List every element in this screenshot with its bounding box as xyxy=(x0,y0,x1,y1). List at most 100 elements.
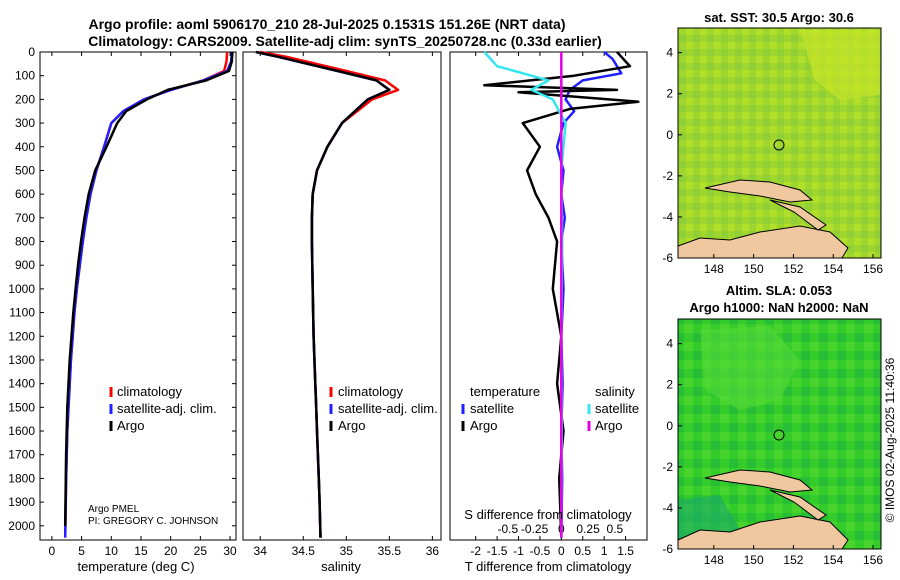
s-tick-label: 0.25 xyxy=(576,522,600,536)
x-tick-label: 1.5 xyxy=(617,544,634,558)
map-x-tick-label: 150 xyxy=(744,262,764,276)
depth-tick-label: 100 xyxy=(15,69,35,83)
temperature-axes-box xyxy=(39,51,237,541)
legend-sal-satellite-label: satellite xyxy=(595,401,639,416)
difference-top-label: S difference from climatology xyxy=(464,507,632,522)
map-y-tick-label: -4 xyxy=(662,210,673,224)
x-tick-label: 35.5 xyxy=(378,544,402,558)
sla-map-frame xyxy=(677,318,882,550)
figure-title-line1: Argo profile: aoml 5906170_210 28-Jul-20… xyxy=(88,16,565,32)
depth-tick-label: 1600 xyxy=(8,424,35,438)
salinity-x-axis: 34 34.5 35 35.5 36 xyxy=(254,52,440,558)
legend-temp-satellite-label: satellite xyxy=(470,401,514,416)
sla-map-axes: 148 150 152 154 156 4 2 0 -2 -4 -6 xyxy=(662,337,883,567)
depth-tick-label: 700 xyxy=(15,211,35,225)
map-y-tick-label: 4 xyxy=(666,337,673,351)
sla-map-title-line2: Argo h1000: NaN h2000: NaN xyxy=(689,300,868,315)
map-y-tick-label: -6 xyxy=(662,251,673,265)
temperature-x-axis: 0 5 10 15 20 25 30 xyxy=(49,52,237,558)
legend-argo-label: Argo xyxy=(117,418,144,433)
x-tick-label: 36 xyxy=(426,544,440,558)
map-x-tick-label: 152 xyxy=(783,262,803,276)
depth-tick-label: 2000 xyxy=(8,519,35,533)
sla-high-patch xyxy=(700,326,800,410)
map-x-tick-label: 150 xyxy=(744,553,764,567)
map-y-tick-label: 2 xyxy=(666,87,673,101)
figure-title-line2: Climatology: CARS2009. Satellite-adj cli… xyxy=(88,33,602,49)
s-tick-label: -0.25 xyxy=(521,522,549,536)
salinity-axes-box xyxy=(242,51,442,541)
sst-argo-marker xyxy=(773,139,785,151)
map-y-tick-label: 0 xyxy=(666,128,673,142)
x-tick-label: 34 xyxy=(254,544,268,558)
x-tick-label: 30 xyxy=(223,544,237,558)
sst-coast-new-britain xyxy=(704,179,814,203)
map-y-tick-label: 2 xyxy=(666,378,673,392)
sst-map-panel: sat. SST: 30.5 Argo: 30.6 148 150 152 154 15… xyxy=(662,10,883,276)
x-tick-label: 0.5 xyxy=(574,544,591,558)
x-tick-label: 34.5 xyxy=(292,544,316,558)
sla-argo-marker xyxy=(773,429,785,441)
sst-map-axes: 148 150 152 154 156 4 2 0 -2 -4 -6 xyxy=(662,46,883,276)
x-tick-label: 0 xyxy=(49,544,56,558)
difference-axes-box xyxy=(449,51,648,541)
x-tick-label: 5 xyxy=(78,544,85,558)
map-x-tick-label: 156 xyxy=(863,262,883,276)
x-tick-label: -1.5 xyxy=(487,544,508,558)
temperature-panel: 0100200300400500600700800900100011001200… xyxy=(8,45,647,574)
series-line-temperature-argo xyxy=(483,51,640,538)
x-tick-label: 1 xyxy=(601,544,608,558)
sst-map-frame xyxy=(677,27,882,259)
depth-tick-label: 0 xyxy=(28,45,35,59)
credit-line1: Argo PMEL xyxy=(88,504,140,515)
sst-warm-patch xyxy=(800,30,880,100)
x-tick-label: 35 xyxy=(340,544,354,558)
x-tick-label: 20 xyxy=(164,544,178,558)
s-tick-label: -0.5 xyxy=(497,522,518,536)
depth-tick-label: 800 xyxy=(15,235,35,249)
temperature-x-label: temperature (deg C) xyxy=(77,559,194,574)
depth-tick-label: 1000 xyxy=(8,282,35,296)
series-line-argo xyxy=(63,51,234,526)
map-y-tick-label: -6 xyxy=(662,542,673,556)
depth-tick-label: 1800 xyxy=(8,471,35,485)
temperature-series xyxy=(63,51,234,538)
legend-satellite-label: satellite-adj. clim. xyxy=(117,401,217,416)
depth-tick-label: 900 xyxy=(15,258,35,272)
imos-watermark: © IMOS 02-Aug-2025 11:40:36 xyxy=(883,357,897,522)
s-tick-label: 0.5 xyxy=(607,522,624,536)
x-tick-label: 25 xyxy=(194,544,208,558)
x-tick-label: 10 xyxy=(105,544,119,558)
x-tick-label: -1 xyxy=(513,544,524,558)
map-x-tick-label: 154 xyxy=(823,553,843,567)
sla-coast-new-ireland xyxy=(769,489,827,521)
depth-tick-label: 400 xyxy=(15,140,35,154)
legend-climatology-label: climatology xyxy=(338,384,404,399)
series-line-argo xyxy=(255,50,391,538)
map-x-tick-label: 152 xyxy=(783,553,803,567)
depth-tick-label: 600 xyxy=(15,187,35,201)
x-tick-label: 15 xyxy=(134,544,148,558)
depth-tick-label: 1300 xyxy=(8,353,35,367)
depth-tick-label: 1900 xyxy=(8,495,35,509)
legend-sal-argo-label: Argo xyxy=(595,418,622,433)
map-y-tick-label: 0 xyxy=(666,419,673,433)
salinity-legend: climatology satellite-adj. clim. Argo xyxy=(329,384,438,433)
difference-series xyxy=(483,51,640,538)
credit-line2: PI: GREGORY C. JOHNSON xyxy=(88,516,218,527)
x-tick-label: 0 xyxy=(558,544,565,558)
temperature-legend: climatology satellite-adj. clim. Argo xyxy=(109,384,217,433)
map-x-tick-label: 154 xyxy=(823,262,843,276)
sla-coast-new-britain xyxy=(704,469,814,493)
legend-argo-label: Argo xyxy=(338,418,365,433)
difference-panel: -2 -1.5 -1 -0.5 0 0.5 1 1.5 -0.5 -0.25 0 0.25 0.5 T… xyxy=(449,51,648,574)
map-y-tick-label: -4 xyxy=(662,501,673,515)
map-x-tick-label: 156 xyxy=(863,553,883,567)
depth-tick-label: 1500 xyxy=(8,400,35,414)
difference-x-label: T difference from climatology xyxy=(465,559,632,574)
depth-tick-label: 1400 xyxy=(8,377,35,391)
depth-tick-label: 1100 xyxy=(9,306,35,320)
map-x-tick-label: 148 xyxy=(704,262,724,276)
legend-climatology-label: climatology xyxy=(117,384,183,399)
